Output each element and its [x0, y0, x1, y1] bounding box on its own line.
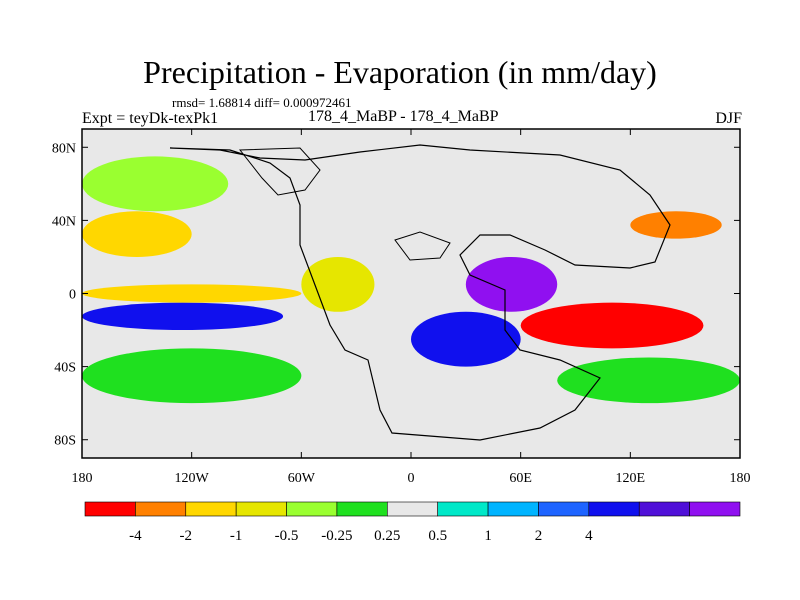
colorbar-box-5: [336, 501, 388, 517]
experiment-label: Expt = teyDk-texPk1: [82, 110, 219, 127]
y-tick-label-3: 40S: [54, 361, 76, 376]
stats-label: rmsd= 1.68814 diff= 0.000972461: [172, 95, 352, 110]
y-axis: 80N 40N 0 40S 80S: [52, 141, 740, 449]
colorbar-label-5: 0.25: [374, 528, 400, 544]
colorbar-label-0: -4: [129, 528, 142, 544]
x-tick-label-3: 0: [408, 471, 415, 486]
colorbar-label-8: 2: [535, 528, 543, 544]
x-axis: 180 120W 60W 0 60E 120E 180: [72, 129, 751, 486]
field-region-7: [520, 302, 704, 349]
colorbar-label-6: 0.5: [428, 528, 447, 544]
colorbar-box-11: [638, 501, 690, 517]
colorbar-box-10: [588, 501, 640, 517]
y-tick-label-1: 40N: [52, 214, 76, 229]
field-region-6: [465, 256, 558, 312]
colorbar-label-9: 4: [585, 528, 593, 544]
continent-outlines: [169, 144, 671, 441]
field-region-9: [411, 311, 521, 367]
field-region-8: [630, 211, 722, 239]
colorbar-box-8: [487, 501, 539, 517]
field-region-3: [82, 284, 302, 303]
season-label: DJF: [715, 110, 742, 127]
field-region-10: [557, 357, 740, 404]
colorbar-box-3: [235, 501, 287, 517]
subtitle-label: 178_4_MaBP - 178_4_MaBP: [308, 108, 499, 125]
x-tick-label-6: 180: [730, 471, 751, 486]
x-tick-label-1: 120W: [175, 471, 210, 486]
y-tick-label-2: 0: [69, 288, 76, 303]
y-tick-label-0: 80N: [52, 141, 76, 156]
colorbar-box-7: [437, 501, 489, 517]
precip-field: [82, 156, 740, 404]
colorbar-box-1: [135, 501, 187, 517]
colorbar: -4 -2 -1 -0.5 -0.25 0.25 0.5 1 2 4: [84, 501, 741, 544]
colorbar-box-4: [286, 501, 338, 517]
field-region-4: [82, 348, 302, 404]
colorbar-box-6: [387, 501, 438, 517]
colorbar-box-9: [538, 501, 590, 517]
colorbar-box-12: [689, 501, 741, 517]
chart-title: Precipitation - Evaporation (in mm/day): [143, 54, 657, 90]
x-tick-label-5: 120E: [616, 471, 646, 486]
field-region-5: [301, 256, 375, 312]
colorbar-box-2: [185, 501, 237, 517]
x-tick-label-2: 60W: [288, 471, 316, 486]
colorbar-label-7: 1: [484, 528, 492, 544]
field-region-0: [82, 156, 229, 212]
colorbar-label-2: -1: [230, 528, 243, 544]
colorbar-label-3: -0.5: [275, 528, 299, 544]
x-tick-label-4: 60E: [509, 471, 532, 486]
x-tick-label-0: 180: [72, 471, 93, 486]
colorbar-label-4: -0.25: [321, 528, 352, 544]
field-region-2: [82, 302, 284, 331]
colorbar-box-0: [84, 501, 136, 517]
y-tick-label-4: 80S: [54, 434, 76, 449]
field-region-1: [82, 211, 192, 257]
colorbar-label-1: -2: [180, 528, 193, 544]
